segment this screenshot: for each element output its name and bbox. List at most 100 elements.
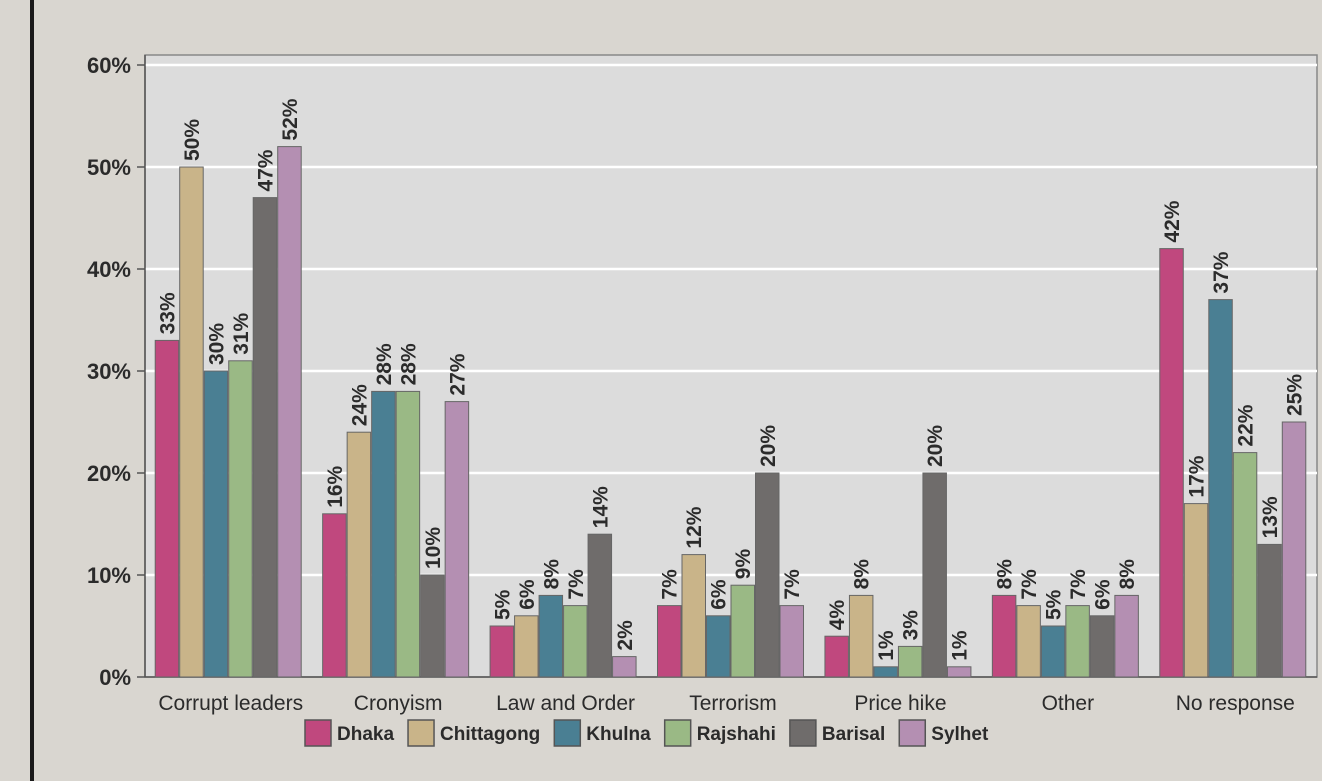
data-labels: 33%50%30% 31%47%52%16%24%28% 28%10%27%5% 6%… [156,98,1306,661]
bar-barisal-price-hike [922,472,947,678]
bar-khulna-terrorism [706,615,731,678]
y-tick-label: 60% [87,53,131,78]
data-label: 9% [732,549,755,580]
bar-khulna-corrupt-leaders [203,370,229,678]
data-label: 17% [1186,455,1209,497]
data-label: 1% [875,630,898,661]
x-category-label: Price hike [854,692,946,715]
bar-khulna-cronyism [371,390,396,678]
bar-barisal-other [1089,615,1115,678]
bars [154,146,1307,678]
bar-rajshahi-law-and-order [563,605,588,678]
bar-chittagong-other [1016,605,1041,678]
bar-rajshahi-other [1065,605,1090,678]
bar-dhaka-other [991,594,1017,678]
legend-swatch [663,719,692,747]
legend-swatch [553,719,582,747]
data-label: 20% [757,425,780,467]
legend-swatch [407,719,435,747]
data-label: 7% [1067,569,1090,600]
data-label: 12% [683,506,706,548]
data-label: 42% [1161,200,1184,242]
data-label: 6% [708,579,731,610]
bar-chittagong-corrupt-leaders [179,166,204,678]
y-tick-label: 40% [87,257,131,282]
bar-dhaka-no-response [1159,248,1184,678]
bar-barisal-terrorism [755,472,780,678]
bar-chittagong-terrorism [681,554,706,678]
bar-dhaka-terrorism [657,605,682,678]
data-label: 8% [1116,559,1139,590]
legend-label: Chittagong [440,724,540,745]
bar-khulna-price-hike [873,666,898,678]
data-label: 7% [781,569,804,600]
data-label: 4% [826,600,849,631]
data-label: 10% [422,527,445,569]
bar-sylhet-law-and-order [612,656,637,678]
data-label: 3% [900,610,923,641]
data-label: 50% [181,119,204,161]
x-category-label: Corrupt leaders [158,692,303,715]
legend-swatch [304,719,332,747]
bar-chittagong-cronyism [346,431,372,678]
x-category-label: Terrorism [689,692,777,715]
bar-sylhet-cronyism [444,401,470,678]
data-label: 30% [205,323,228,365]
data-label: 52% [279,98,302,140]
y-tick-label: 10% [87,563,131,588]
bar-barisal-cronyism [420,574,445,678]
bar-barisal-no-response [1257,543,1282,678]
legend-label: Rajshahi [697,724,776,745]
bar-rajshahi-cronyism [395,390,421,678]
bar-rajshahi-terrorism [730,584,755,678]
data-label: 8% [540,559,563,590]
data-label: 28% [397,343,420,385]
legend-label: Barisal [822,724,885,745]
data-label: 13% [1259,496,1282,538]
data-label: 7% [1018,569,1041,600]
legend-label: Dhaka [337,724,394,745]
data-label: 28% [373,343,396,385]
bar-dhaka-price-hike [824,635,849,678]
data-label: 20% [924,425,947,467]
data-label: 2% [614,620,637,651]
data-label: 37% [1210,251,1233,293]
y-tick-label: 50% [87,155,131,180]
bar-sylhet-price-hike [946,666,972,678]
bar-chittagong-law-and-order [514,615,539,678]
bar-dhaka-corrupt-leaders [154,339,180,678]
data-label: 47% [254,149,277,191]
legend-swatch [898,719,927,747]
data-label: 22% [1235,404,1258,446]
bar-sylhet-no-response [1281,421,1307,678]
y-tick-label: 20% [87,461,131,486]
legend-label: Khulna [586,724,651,745]
x-category-label: No response [1176,692,1295,715]
data-label: 31% [230,312,253,354]
data-label: 14% [589,486,612,528]
bar-sylhet-other [1114,594,1139,678]
data-label: 33% [156,292,179,334]
y-axis: 0% 10% 20% 30% 40% 50% 60% [87,53,1317,690]
bar-rajshahi-no-response [1232,452,1258,678]
data-label: 8% [851,559,874,590]
legend: Dhaka Chittagong Khulna Rajshahi Barisal Sylh… [304,719,989,747]
bar-barisal-law-and-order [587,533,613,678]
bar-sylhet-corrupt-leaders [277,146,302,678]
data-label: 5% [491,589,514,620]
y-tick-label: 30% [87,359,131,384]
x-category-label: Other [1042,692,1095,715]
data-label: 27% [446,353,469,395]
data-label: 24% [348,384,371,426]
bar-chittagong-no-response [1183,503,1209,678]
y-tick-label: 0% [99,665,131,690]
bar-sylhet-terrorism [779,605,804,678]
bar-khulna-no-response [1208,299,1233,678]
legend-swatch [789,719,817,747]
bar-khulna-law-and-order [538,594,564,678]
data-label: 6% [516,579,539,610]
data-label: 6% [1092,579,1115,610]
bar-dhaka-law-and-order [489,625,515,678]
bar-rajshahi-corrupt-leaders [228,360,253,678]
